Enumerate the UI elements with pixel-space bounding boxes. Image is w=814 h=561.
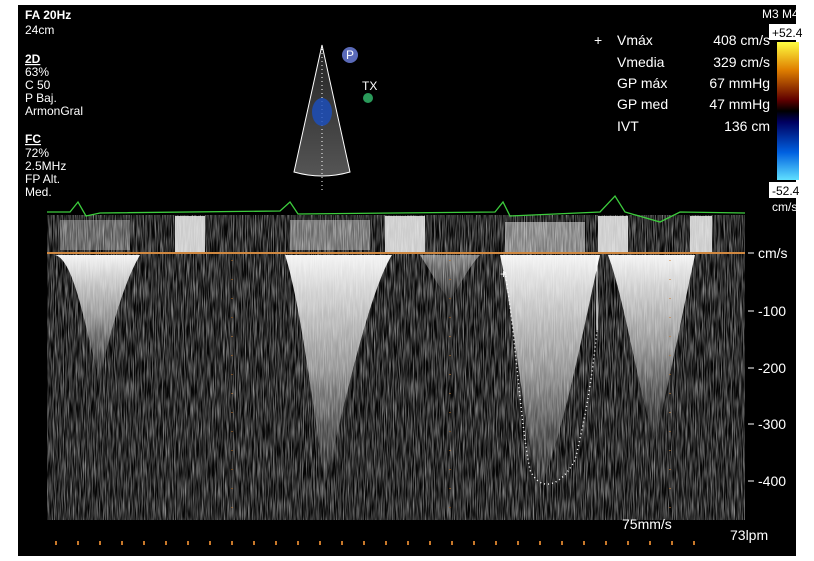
depth: 24cm [25, 23, 54, 37]
measure-value: 136 cm [724, 118, 770, 134]
setting: P Baj. [25, 91, 57, 105]
mode: FA 20Hz [25, 8, 71, 22]
measure-label: GP med [617, 96, 668, 112]
scale-label: -400 [758, 473, 786, 489]
measure-label: GP máx [617, 75, 667, 91]
color-bar-unit: cm/s [772, 200, 797, 214]
color-bar-max: +52.4 [772, 26, 803, 40]
measure-label: Vmáx [617, 32, 653, 48]
probe-marker-label: P [346, 48, 354, 62]
setting: 2.5MHz [25, 159, 66, 173]
setting: C 50 [25, 78, 51, 92]
cursor: + [500, 267, 507, 281]
setting: Med. [25, 185, 52, 199]
transducer-label: TX [362, 79, 377, 93]
color-bar [777, 42, 799, 180]
scale-unit: cm/s [758, 245, 788, 261]
heart-rate: 73lpm [730, 527, 768, 543]
ultrasound-screen: + cm/s -100 -200 -300 -400 75mm/s 73lpm … [0, 0, 814, 561]
color-bar-label: M3 M4 [762, 7, 799, 21]
color-bar-min: -52.4 [772, 184, 800, 198]
scale-label: -300 [758, 416, 786, 432]
setting: 63% [25, 65, 49, 79]
section-title: 2D [25, 52, 41, 66]
setting: 72% [25, 146, 49, 160]
measure-label: IVT [617, 118, 639, 134]
scale-label: -100 [758, 303, 786, 319]
setting: FP Alt. [25, 172, 60, 186]
setting: ArmonGral [25, 104, 83, 118]
measure-value: 408 cm/s [713, 32, 770, 48]
transducer-icon [363, 93, 373, 103]
scale-label: -200 [758, 360, 786, 376]
sweep-speed: 75mm/s [622, 516, 672, 532]
measure-value: 329 cm/s [713, 54, 770, 70]
measure-value: 67 mmHg [709, 75, 770, 91]
measure-value: 47 mmHg [709, 96, 770, 112]
color-flow [312, 98, 332, 126]
section-title: FC [25, 132, 41, 146]
measure-label: Vmedia [617, 54, 665, 70]
measure-cursor: + [594, 32, 602, 48]
